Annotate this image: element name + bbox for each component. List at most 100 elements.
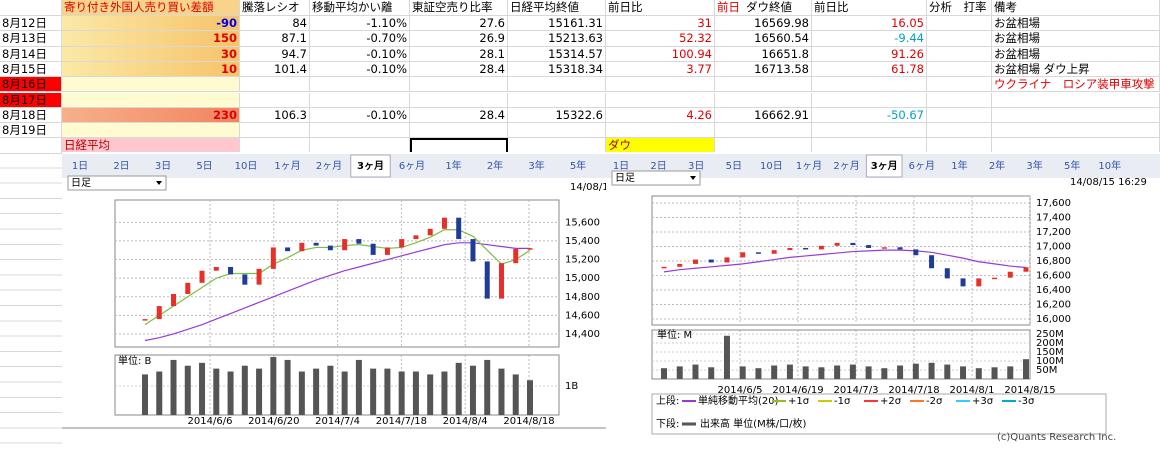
tab-label[interactable]: 2ヶ月 [833, 160, 859, 172]
header-cell[interactable]: 東証空売り比率 [410, 0, 508, 16]
cell[interactable] [508, 77, 606, 93]
cell[interactable]: 15161.31 [508, 16, 606, 32]
cell[interactable] [240, 92, 310, 108]
tab[interactable] [309, 155, 349, 177]
tab-label[interactable]: 3日 [688, 161, 704, 172]
cell[interactable]: -90 [62, 16, 240, 32]
tab[interactable] [941, 155, 978, 177]
cell[interactable] [715, 77, 812, 93]
cell[interactable] [310, 77, 410, 93]
cell[interactable] [240, 123, 310, 139]
tab-label[interactable]: 1ヶ月 [796, 160, 822, 172]
cell[interactable]: 91.26 [812, 46, 927, 62]
cell[interactable]: お盆相場 [992, 31, 1160, 47]
tab-label[interactable]: 1年 [445, 159, 461, 172]
tab-label[interactable]: 1ヶ月 [274, 160, 300, 172]
cell[interactable]: お盆相場 [992, 46, 1160, 62]
cell[interactable]: 3.77 [606, 61, 715, 78]
cell[interactable]: 101.4 [240, 61, 310, 78]
tab[interactable] [143, 155, 183, 177]
cell[interactable] [927, 61, 992, 78]
cell[interactable] [927, 16, 992, 32]
cell[interactable] [606, 123, 715, 139]
cell[interactable]: 31 [606, 16, 715, 32]
cell[interactable] [508, 92, 606, 108]
cell[interactable]: 日経平均 [62, 138, 240, 154]
cell[interactable] [62, 123, 240, 139]
cell[interactable]: 28.4 [410, 61, 508, 78]
tab[interactable] [433, 155, 474, 177]
tab-label[interactable]: 1日 [613, 161, 629, 172]
cell[interactable]: 106.3 [240, 107, 310, 124]
cell[interactable]: 16560.54 [715, 31, 812, 47]
cell[interactable] [310, 123, 410, 139]
cell[interactable] [310, 92, 410, 108]
cell[interactable] [927, 77, 992, 93]
cell[interactable]: -1.10% [310, 16, 410, 32]
cell[interactable]: 8月14日 [0, 46, 62, 62]
header-cell[interactable]: 前日比 [812, 0, 927, 16]
cell[interactable] [0, 138, 62, 154]
tab-label[interactable]: 10日 [760, 161, 783, 172]
cell[interactable] [606, 77, 715, 93]
tab-label[interactable]: 2年 [487, 159, 503, 172]
cell[interactable]: 10 [62, 61, 240, 78]
cell[interactable]: 27.6 [410, 16, 508, 32]
period-dropdown[interactable] [67, 175, 167, 191]
cell[interactable]: 16713.58 [715, 61, 812, 78]
cell[interactable] [927, 46, 992, 62]
cell[interactable]: 8月12日 [0, 16, 62, 32]
cell[interactable]: お盆相場 [992, 16, 1160, 32]
cell[interactable] [240, 77, 310, 93]
header-cell[interactable]: 寄り付き外国人売り買い差額 [62, 0, 240, 16]
cell[interactable]: 16.05 [812, 16, 927, 32]
cell[interactable]: 8月17日 [0, 92, 62, 108]
tab-label[interactable]: 3ヶ月 [357, 160, 384, 172]
cell[interactable]: 28.4 [410, 107, 508, 124]
period-dropdown[interactable] [611, 170, 701, 186]
cell[interactable] [62, 92, 240, 108]
cell[interactable]: 100.94 [606, 46, 715, 62]
tab[interactable] [979, 155, 1015, 177]
tab[interactable] [1016, 155, 1053, 177]
cell[interactable] [927, 123, 992, 139]
cell[interactable] [927, 107, 992, 124]
tab-label[interactable]: 5日 [196, 161, 212, 172]
cell[interactable] [927, 92, 992, 108]
tab-label[interactable]: 10日 [235, 161, 258, 172]
tab-label[interactable]: 5年 [1064, 159, 1080, 172]
cell[interactable] [812, 77, 927, 93]
tab[interactable] [753, 155, 790, 177]
cell[interactable] [715, 123, 812, 139]
cell[interactable]: 230 [62, 107, 240, 124]
cell[interactable]: 16651.8 [715, 46, 812, 62]
tab[interactable] [475, 155, 515, 177]
cell[interactable]: 15213.63 [508, 31, 606, 47]
cell[interactable]: 94.7 [240, 46, 310, 62]
cell[interactable]: 61.78 [812, 61, 927, 78]
header-cell[interactable] [0, 0, 62, 16]
tab-label[interactable]: 2日 [113, 161, 129, 172]
cell[interactable]: 150 [62, 31, 240, 47]
cell[interactable] [992, 107, 1160, 124]
cell[interactable] [812, 123, 927, 139]
tab[interactable] [1092, 155, 1128, 177]
tab-label[interactable]: 3ヶ月 [871, 160, 898, 172]
tab[interactable] [350, 154, 391, 178]
tab[interactable] [716, 155, 752, 177]
tab-label[interactable]: 10年 [1098, 159, 1121, 172]
cell[interactable]: 8月16日 [0, 77, 62, 93]
cell[interactable]: 87.1 [240, 31, 310, 47]
cell[interactable]: 15314.57 [508, 46, 606, 62]
header-cell[interactable]: 移動平均かい離 [310, 0, 410, 16]
cell[interactable]: ウクライナ ロシア装甲車攻撃 [992, 77, 1160, 93]
cell[interactable] [508, 123, 606, 139]
cell[interactable] [812, 92, 927, 108]
cell[interactable]: -9.44 [812, 31, 927, 47]
tab-label[interactable]: 5年 [570, 159, 586, 172]
cell[interactable]: 84 [240, 16, 310, 32]
cell[interactable]: 4.26 [606, 107, 715, 124]
tab-label[interactable]: 6ヶ月 [909, 160, 935, 172]
tab-label[interactable]: 3年 [528, 159, 544, 172]
tab-label[interactable]: 2年 [989, 159, 1005, 172]
